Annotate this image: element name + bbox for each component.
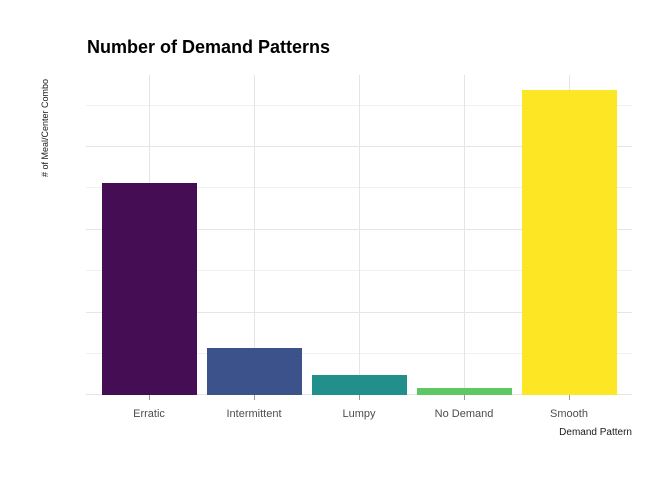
bar-no-demand — [416, 387, 512, 395]
x-tick-mark — [149, 395, 150, 400]
x-axis-title: Demand Pattern — [559, 427, 632, 438]
x-tick-label: Intermittent — [226, 408, 282, 420]
y-axis-title: # of Meal/Center Combo — [40, 78, 50, 178]
x-tick-label: No Demand — [434, 408, 494, 420]
x-tick-mark — [254, 395, 255, 400]
x-tick-label: Lumpy — [342, 408, 376, 420]
bar-lumpy — [311, 374, 407, 395]
chart-title: Number of Demand Patterns — [87, 37, 331, 57]
x-tick-mark — [359, 395, 360, 400]
x-tick-label: Smooth — [550, 408, 588, 420]
plot-panel — [86, 75, 632, 395]
bar-smooth — [521, 90, 617, 395]
x-tick-label: Erratic — [133, 408, 165, 420]
gridline-vertical — [358, 75, 360, 395]
x-tick-mark — [464, 395, 465, 400]
bar-erratic — [101, 183, 197, 395]
x-tick-mark — [569, 395, 570, 400]
gridline-vertical — [463, 75, 465, 395]
bar-intermittent — [206, 348, 302, 395]
gridline-vertical — [253, 75, 255, 395]
